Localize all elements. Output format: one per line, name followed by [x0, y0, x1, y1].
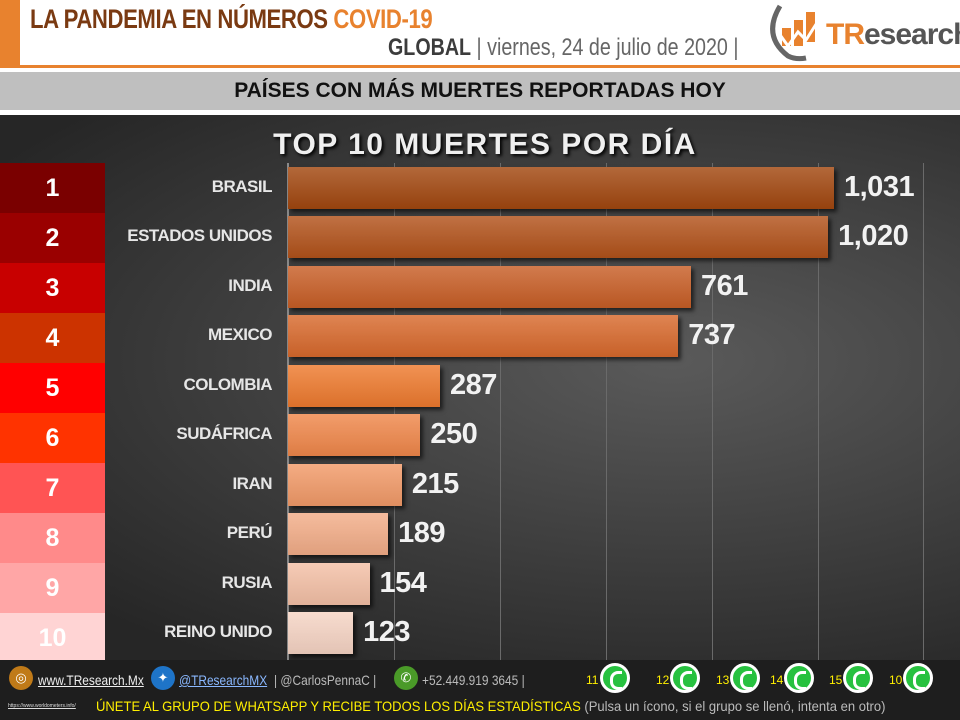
value-label: 189	[398, 517, 445, 550]
category-label: BRASIL	[211, 176, 273, 196]
rank-cell: 6	[0, 413, 105, 463]
rank-cell: 7	[0, 463, 105, 513]
rank-cell: 5	[0, 363, 105, 413]
gridline	[393, 163, 395, 660]
whatsapp-icon[interactable]	[730, 663, 760, 693]
rank-cell: 3	[0, 263, 105, 313]
section-title: PAÍSES CON MÁS MUERTES REPORTADAS HOY	[0, 72, 960, 110]
value-label: 123	[363, 616, 411, 649]
value-label: 250	[430, 418, 478, 451]
category-label: COLOMBIA	[183, 374, 272, 394]
category-label: REINO UNIDO	[164, 622, 272, 642]
group-number: 13	[716, 673, 730, 687]
tresearch-logo: TResearch	[766, 2, 960, 64]
bar	[288, 216, 829, 259]
accent-stripe	[0, 0, 20, 68]
logo-chart-icon	[770, 4, 822, 62]
value-label: 1,031	[844, 170, 915, 203]
category-label: SUDÁFRICA	[176, 424, 272, 444]
value-label: 215	[411, 467, 459, 500]
whatsapp-icon[interactable]	[903, 663, 933, 693]
category-label: MEXICO	[207, 325, 273, 345]
bar	[288, 463, 402, 506]
y-axis	[287, 163, 289, 660]
whatsapp-icon[interactable]	[843, 663, 873, 693]
bar	[288, 315, 679, 358]
twitter-icon: ✦	[151, 666, 175, 690]
group-number: 11	[586, 673, 599, 687]
gridline	[711, 163, 713, 660]
bar	[288, 612, 354, 655]
value-label: 737	[688, 319, 736, 352]
category-label: RUSIA	[221, 572, 273, 592]
bar	[288, 414, 421, 457]
whatsapp-icon[interactable]	[784, 663, 814, 693]
category-label: IRAN	[232, 473, 272, 493]
chart-title: TOP 10 MUERTES POR DÍA	[273, 128, 697, 161]
header: LA PANDEMIA EN NÚMEROS COVID-19 GLOBAL |…	[0, 0, 960, 68]
gridline	[605, 163, 607, 660]
bar	[288, 166, 834, 209]
website-link[interactable]: www.TResearch.Mx	[38, 672, 144, 688]
bar	[288, 562, 370, 605]
rank-cell: 8	[0, 513, 105, 563]
value-label: 761	[701, 269, 748, 302]
page-title: LA PANDEMIA EN NÚMEROS COVID-19	[30, 4, 433, 34]
gridline	[923, 163, 925, 660]
category-label: INDIA	[228, 275, 272, 295]
whatsapp-cta: ÚNETE AL GRUPO DE WHATSAPP Y RECIBE TODO…	[96, 698, 886, 714]
bar	[288, 513, 389, 556]
globe-icon: ◎	[9, 666, 33, 690]
bar	[288, 265, 691, 308]
rank-cell: 4	[0, 313, 105, 363]
whatsapp-icon[interactable]	[600, 663, 630, 693]
page-subtitle: GLOBAL | viernes, 24 de julio de 2020 |	[388, 34, 739, 61]
category-label: PERÚ	[226, 523, 273, 543]
rank-cell: 9	[0, 563, 105, 613]
group-number: 15	[829, 673, 843, 687]
group-number: 12	[656, 673, 670, 687]
gridline	[817, 163, 819, 660]
bar	[288, 364, 440, 407]
rank-cell: 2	[0, 213, 105, 263]
twitter-link[interactable]: @TResearchMX	[179, 672, 268, 688]
value-label: 154	[379, 566, 427, 599]
gridline	[499, 163, 501, 660]
whatsapp-icon[interactable]	[670, 663, 700, 693]
handle-text: | @CarlosPennaC |	[274, 672, 377, 688]
source-link[interactable]: https://www.worldometers.info/	[8, 703, 76, 709]
group-number: 14	[770, 673, 784, 687]
value-label: 287	[449, 368, 497, 401]
category-label: ESTADOS UNIDOS	[127, 226, 272, 246]
rank-cell: 10	[0, 613, 105, 663]
group-number: 10	[889, 673, 903, 687]
phone-text: +52.449.919 3645 |	[422, 672, 525, 688]
rank-cell: 1	[0, 163, 105, 213]
phone-icon: ✆	[394, 666, 418, 690]
value-label: 1,020	[838, 220, 909, 253]
